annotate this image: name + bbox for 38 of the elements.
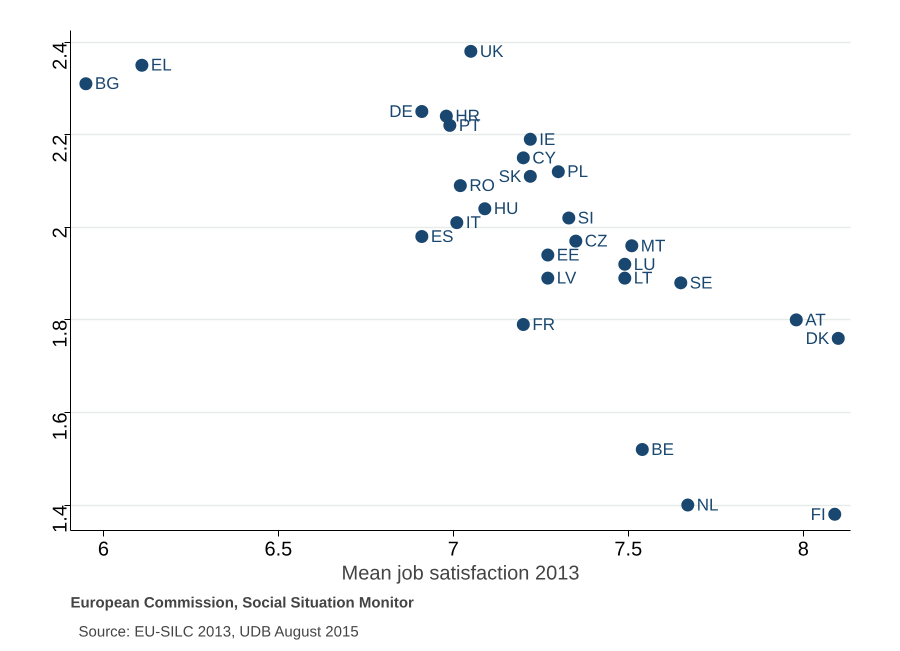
annotation: BE <box>651 440 674 459</box>
annotation: FI <box>810 504 826 524</box>
x-tick-label: 7 <box>448 538 459 560</box>
y-tick-label: 1.8 <box>50 320 72 348</box>
x-tick-label: 8 <box>798 538 809 560</box>
annotation: NL <box>696 496 719 515</box>
text: European Commission, Social Situation Monitor <box>70 594 414 612</box>
annotation: AT <box>805 310 826 330</box>
annotation: SI <box>578 208 594 228</box>
annotation: SE <box>690 273 712 292</box>
annotation: DK <box>806 328 830 348</box>
x-tick-label: 7.5 <box>614 538 642 560</box>
annotation: IT <box>466 213 481 232</box>
y-tick-label: 2.4 <box>50 42 72 70</box>
annotation: FR <box>532 314 555 334</box>
y-tick-label: 1.6 <box>50 412 72 440</box>
annotation: IE <box>539 130 556 149</box>
annotation: MT <box>640 236 666 256</box>
y-tick-label: 2 <box>50 227 72 238</box>
annotation: CZ <box>584 232 608 251</box>
source-note: Source: EU-SILC 2013, UDB August 2015 <box>78 624 359 640</box>
annotation: CY <box>532 148 556 168</box>
x-axis-title: Mean job satisfaction 2013 <box>342 562 580 584</box>
annotation: EL <box>150 56 172 75</box>
x-tick-label: 6 <box>98 538 109 560</box>
annotation: RO <box>469 176 495 196</box>
annotation: ES <box>430 227 454 246</box>
annotation: UK <box>480 42 504 61</box>
y-tick-label: 1.4 <box>50 505 72 533</box>
annotation: EE <box>556 246 580 265</box>
y-tick-label: 2.2 <box>50 134 72 162</box>
annotation: BG <box>94 74 120 94</box>
annotation: PL <box>567 162 588 182</box>
annotation: HU <box>494 199 518 218</box>
annotation: SK <box>498 166 522 186</box>
annotation: LV <box>556 268 577 288</box>
annotation: DE <box>389 102 413 122</box>
x-tick-label: 6.5 <box>264 538 292 560</box>
